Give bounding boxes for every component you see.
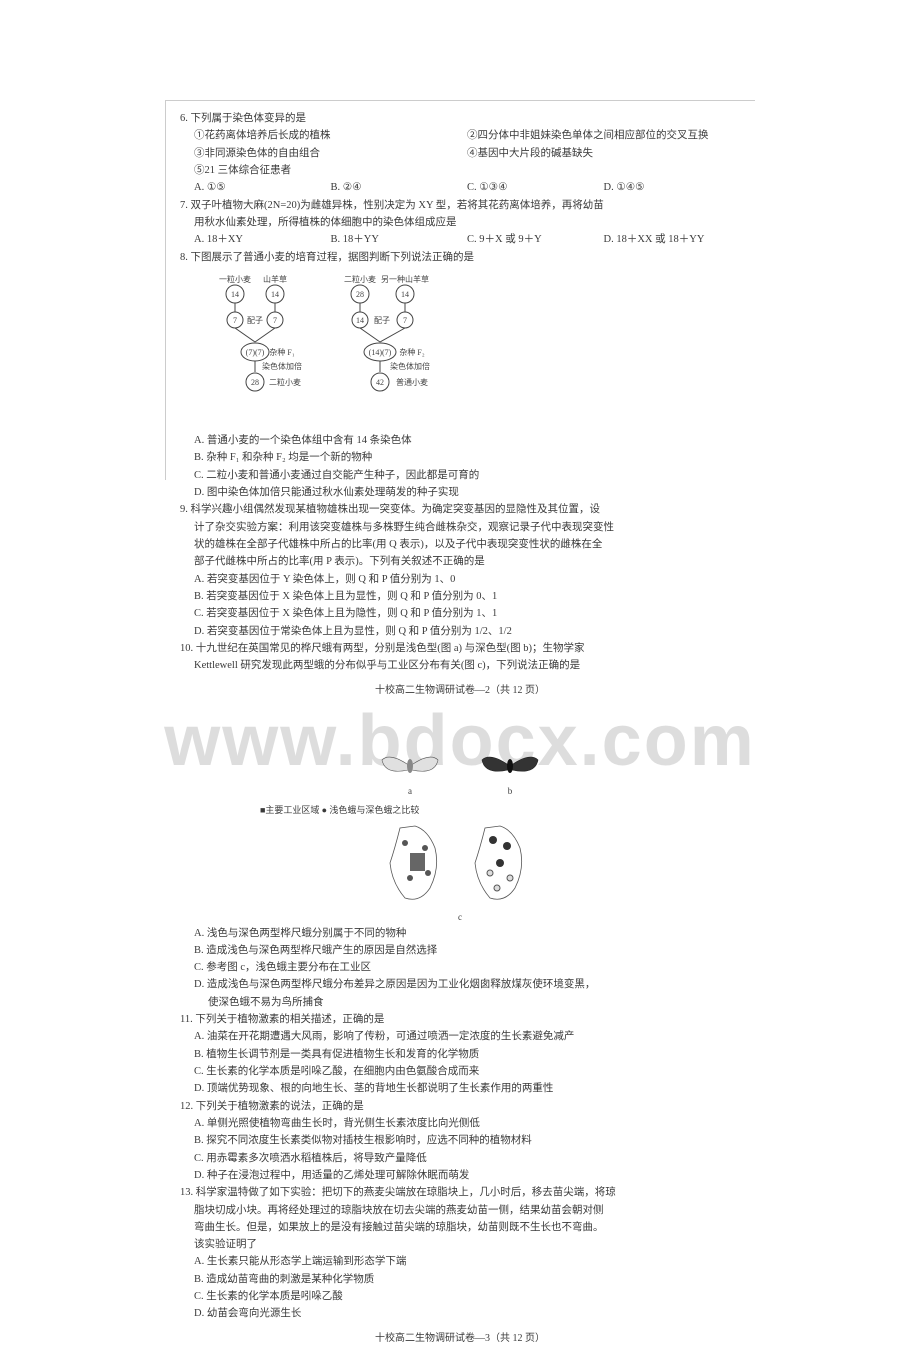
q11-optD: D. 顶端优势现象、根的向地生长、茎的背地生长都说明了生长素作用的两重性 [194,1080,740,1097]
svg-text:28: 28 [356,290,364,299]
svg-text:7: 7 [233,316,237,325]
map-left-icon [380,818,455,908]
svg-text:配子: 配子 [247,316,263,325]
q12-stem: 12. 下列关于植物激素的说法，正确的是 [180,1098,740,1115]
q11-optB: B. 植物生长调节剂是一类具有促进植物生长和发育的化学物质 [194,1046,740,1063]
diag-top-right-b: 另一种山羊草 [381,274,429,284]
q8-optC: C. 二粒小麦和普通小麦通过自交能产生种子，因此都是可育的 [194,467,740,484]
q6-item-2: ②四分体中非姐妹染色单体之间相应部位的交叉互换 [467,127,740,144]
svg-text:二粒小麦: 二粒小麦 [269,377,301,387]
q11-stem: 11. 下列关于植物激素的相关描述，正确的是 [180,1011,740,1028]
svg-text:染色体加倍: 染色体加倍 [390,361,430,371]
q10-optC: C. 参考图 c，浅色蛾主要分布在工业区 [194,959,740,976]
q13-stem2: 脂块切成小块。再将经处理过的琼脂块放在切去尖端的燕麦幼苗一侧，结果幼苗会朝对侧 [194,1202,740,1219]
q12-optD: D. 种子在浸泡过程中，用适量的乙烯处理可解除休眠而萌发 [194,1167,740,1184]
q9-stem4: 部子代雌株中所占的比率(用 P 表示)。下列有关叙述不正确的是 [194,553,740,570]
q9-stem2: 计了杂交实验方案：利用该突变雄株与多株野生纯合雌株杂交，观察记录子代中表现突变性 [194,519,740,536]
q10-optA: A. 浅色与深色两型桦尺蛾分别属于不同的物种 [194,925,740,942]
q13-optD: D. 幼苗会弯向光源生长 [194,1305,740,1322]
moth-figure: a b [360,750,560,799]
wheat-diagram: 一粒小麦 山羊草 14 14 7 配子 7 (7)(7) 杂种 F₁ 染色体加倍… [180,272,460,422]
q10-optD: D. 造成浅色与深色两型桦尺蛾分布差异之原因是因为工业化烟囱释放煤灰使环境变黑， [194,976,740,993]
svg-text:杂种 F₂: 杂种 F₂ [399,347,424,357]
q6-item-1: ①花药离体培养后长成的植株 [194,127,467,144]
q6-item-3: ③非同源染色体的自由组合 [194,145,467,162]
q6-optB: B. ②④ [331,179,468,196]
q6-stem: 6. 下列属于染色体变异的是 [180,110,740,127]
moth-b-label: b [480,784,540,799]
svg-text:14: 14 [356,316,364,325]
q12-optC: C. 用赤霉素多次喷洒水稻植株后，将导致产量降低 [194,1150,740,1167]
q10-optD2: 使深色蛾不易为鸟所捕食 [208,994,740,1011]
q13-optB: B. 造成幼苗弯曲的刺激是某种化学物质 [194,1271,740,1288]
svg-text:28: 28 [251,378,259,387]
diag-top-left-a: 一粒小麦 [219,274,251,284]
q6-item-5: ⑤21 三体综合征患者 [194,162,740,179]
q10-optB: B. 造成浅色与深色两型桦尺蛾产生的原因是自然选择 [194,942,740,959]
q6-optD: D. ①④⑤ [604,179,741,196]
svg-text:14: 14 [401,290,409,299]
q8-optB: B. 杂种 F₁ 和杂种 F₂ 均是一个新的物种 [194,449,740,466]
q11-optC: C. 生长素的化学本质是吲哚乙酸，在细胞内由色氨酸合成而来 [194,1063,740,1080]
q7-options: A. 18＋XY B. 18＋YY C. 9＋X 或 9＋Y D. 18＋XX … [194,231,740,248]
page1-footer: 十校高二生物调研试卷—2（共 12 页） [180,683,740,700]
q7-optC: C. 9＋X 或 9＋Y [467,231,604,248]
moth-a-label: a [380,784,440,799]
q9-optA: A. 若突变基因位于 Y 染色体上，则 Q 和 P 值分别为 1、0 [194,571,740,588]
svg-text:14: 14 [271,290,279,299]
svg-text:染色体加倍: 染色体加倍 [262,361,302,371]
svg-text:7: 7 [403,316,407,325]
q6-optC: C. ①③④ [467,179,604,196]
map-right-icon [465,818,540,908]
svg-text:(7)(7): (7)(7) [246,348,265,357]
page-2: a b ■主要工业区域 ● 浅色蛾与深色蛾之比较 c A. 浅色与深色两型桦尺蛾… [180,750,740,1347]
q10-stem2: Kettlewell 研究发现此两型蛾的分布似乎与工业区分布有关(图 c)，下列… [194,657,740,674]
svg-text:(14)(7): (14)(7) [369,348,392,357]
page-1: 6. 下列属于染色体变异的是 ①花药离体培养后长成的植株 ②四分体中非姐妹染色单… [180,110,740,699]
moth-b-icon [480,750,540,782]
q10-stem: 10. 十九世纪在英国常见的桦尺蛾有两型，分别是浅色型(图 a) 与深色型(图 … [180,640,740,657]
q9-optB: B. 若突变基因位于 X 染色体上且为显性，则 Q 和 P 值分别为 0、1 [194,588,740,605]
q8-stem: 8. 下图展示了普通小麦的培育过程，据图判断下列说法正确的是 [180,249,740,266]
q7-optB: B. 18＋YY [331,231,468,248]
svg-text:普通小麦: 普通小麦 [396,377,428,387]
svg-text:7: 7 [273,316,277,325]
moth-caption: ■主要工业区域 ● 浅色蛾与深色蛾之比较 [260,803,740,818]
moth-a-icon [380,750,440,782]
page2-footer: 十校高二生物调研试卷—3（共 12 页） [180,1331,740,1347]
q13-optA: A. 生长素只能从形态学上端运输到形态学下端 [194,1253,740,1270]
svg-text:42: 42 [376,378,384,387]
q6-optA: A. ①⑤ [194,179,331,196]
moth-c-label: c [180,910,740,925]
svg-text:14: 14 [231,290,239,299]
q7-stem2: 用秋水仙素处理，所得植株的体细胞中的染色体组成应是 [194,214,740,231]
q11-optA: A. 油菜在开花期遭遇大风雨，影响了传粉，可通过喷洒一定浓度的生长素避免减产 [194,1028,740,1045]
q13-optC: C. 生长素的化学本质是吲哚乙酸 [194,1288,740,1305]
q9-optD: D. 若突变基因位于常染色体上且为显性，则 Q 和 P 值分别为 1/2、1/2 [194,623,740,640]
q13-stem4: 该实验证明了 [194,1236,740,1253]
svg-text:杂种 F₁: 杂种 F₁ [269,347,294,357]
q6-item-4: ④基因中大片段的碱基缺失 [467,145,740,162]
q13-stem3: 弯曲生长。但是，如果放上的是没有接触过苗尖端的琼脂块，幼苗则既不生长也不弯曲。 [194,1219,740,1236]
q12-optB: B. 探究不同浓度生长素类似物对插枝生根影响时，应选不同种的植物材料 [194,1132,740,1149]
q7-optA: A. 18＋XY [194,231,331,248]
q9-stem: 9. 科学兴趣小组偶然发现某植物雄株出现一突变体。为确定突变基因的显隐性及其位置… [180,501,740,518]
svg-text:配子: 配子 [374,316,390,325]
q9-optC: C. 若突变基因位于 X 染色体上且为隐性，则 Q 和 P 值分别为 1、1 [194,605,740,622]
q8-optD: D. 图中染色体加倍只能通过秋水仙素处理萌发的种子实现 [194,484,740,501]
map-row [180,818,740,908]
diag-top-right-a: 二粒小麦 [344,274,376,284]
q7-stem: 7. 双子叶植物大麻(2N=20)为雌雄异株，性别决定为 XY 型，若将其花药离… [180,197,740,214]
q9-stem3: 状的雄株在全部子代雄株中所占的比率(用 Q 表示)，以及子代中表现突变性状的雌株… [194,536,740,553]
q7-optD: D. 18＋XX 或 18＋YY [604,231,741,248]
q12-optA: A. 单侧光照使植物弯曲生长时，背光侧生长素浓度比向光侧低 [194,1115,740,1132]
q6-options: A. ①⑤ B. ②④ C. ①③④ D. ①④⑤ [194,179,740,196]
q8-optA: A. 普通小麦的一个染色体组中含有 14 条染色体 [194,432,740,449]
q13-stem: 13. 科学家温特做了如下实验：把切下的燕麦尖端放在琼脂块上，几小时后，移去苗尖… [180,1184,740,1201]
diag-top-left-b: 山羊草 [263,274,287,284]
